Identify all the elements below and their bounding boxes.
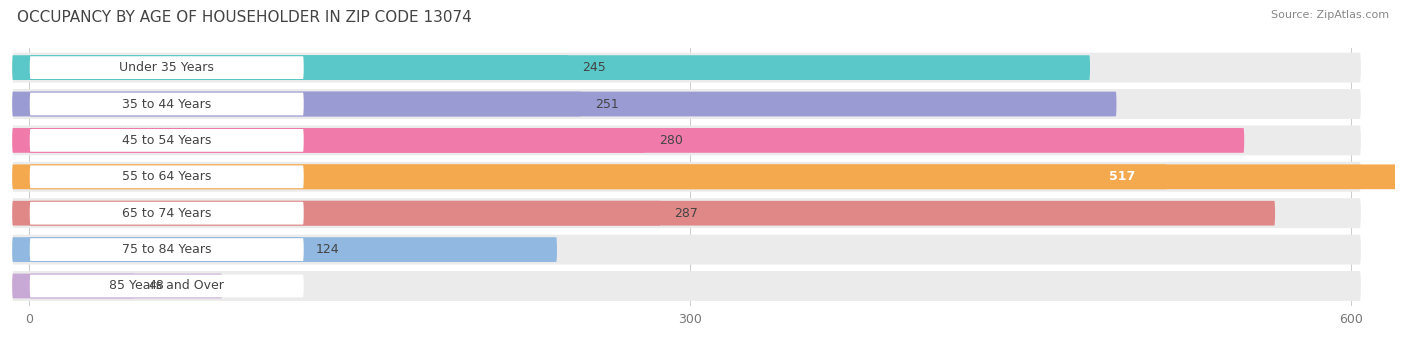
Text: 75 to 84 Years: 75 to 84 Years <box>122 243 211 256</box>
FancyBboxPatch shape <box>13 125 1361 155</box>
Text: 55 to 64 Years: 55 to 64 Years <box>122 170 211 183</box>
FancyBboxPatch shape <box>13 162 1361 192</box>
Text: 517: 517 <box>1108 170 1135 183</box>
FancyBboxPatch shape <box>13 89 1361 119</box>
Text: 280: 280 <box>659 134 683 147</box>
FancyBboxPatch shape <box>30 92 304 115</box>
FancyBboxPatch shape <box>13 201 1275 225</box>
FancyBboxPatch shape <box>13 235 1361 265</box>
Text: Source: ZipAtlas.com: Source: ZipAtlas.com <box>1271 10 1389 20</box>
FancyBboxPatch shape <box>30 274 134 299</box>
Text: 35 to 44 Years: 35 to 44 Years <box>122 98 211 111</box>
Text: 251: 251 <box>595 98 619 111</box>
Text: 287: 287 <box>675 207 699 220</box>
FancyBboxPatch shape <box>30 275 304 298</box>
FancyBboxPatch shape <box>13 271 1361 301</box>
FancyBboxPatch shape <box>30 92 581 116</box>
Text: 124: 124 <box>315 243 339 256</box>
FancyBboxPatch shape <box>13 237 557 262</box>
FancyBboxPatch shape <box>30 238 304 261</box>
FancyBboxPatch shape <box>30 128 645 153</box>
Text: 85 Years and Over: 85 Years and Over <box>110 279 224 292</box>
FancyBboxPatch shape <box>30 165 1167 189</box>
FancyBboxPatch shape <box>13 198 1361 228</box>
Text: 45 to 54 Years: 45 to 54 Years <box>122 134 211 147</box>
Text: OCCUPANCY BY AGE OF HOUSEHOLDER IN ZIP CODE 13074: OCCUPANCY BY AGE OF HOUSEHOLDER IN ZIP C… <box>17 10 471 25</box>
FancyBboxPatch shape <box>13 165 1406 189</box>
FancyBboxPatch shape <box>13 274 222 299</box>
FancyBboxPatch shape <box>13 53 1361 83</box>
Text: 245: 245 <box>582 61 606 74</box>
FancyBboxPatch shape <box>30 202 304 225</box>
Text: Under 35 Years: Under 35 Years <box>120 61 214 74</box>
FancyBboxPatch shape <box>30 166 304 188</box>
Text: 65 to 74 Years: 65 to 74 Years <box>122 207 211 220</box>
FancyBboxPatch shape <box>13 55 1090 80</box>
FancyBboxPatch shape <box>30 237 301 262</box>
FancyBboxPatch shape <box>30 56 304 79</box>
FancyBboxPatch shape <box>13 128 1244 153</box>
FancyBboxPatch shape <box>13 92 1116 116</box>
FancyBboxPatch shape <box>30 55 568 80</box>
FancyBboxPatch shape <box>30 201 661 225</box>
Text: 48: 48 <box>148 279 165 292</box>
FancyBboxPatch shape <box>30 129 304 152</box>
